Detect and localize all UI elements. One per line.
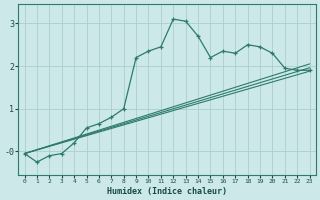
X-axis label: Humidex (Indice chaleur): Humidex (Indice chaleur) bbox=[107, 187, 227, 196]
